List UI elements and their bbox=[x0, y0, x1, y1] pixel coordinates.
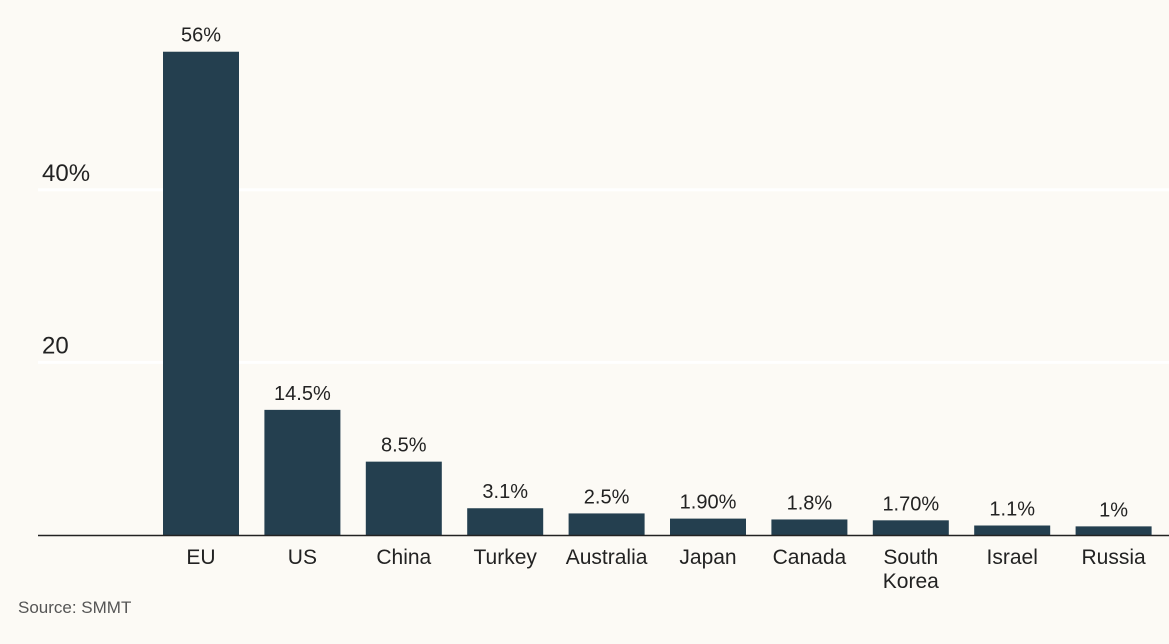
category-label-line: EU bbox=[186, 546, 215, 569]
category-labels: EU US China Turkey Australia Japan Canada South… bbox=[186, 546, 1146, 593]
category-label-line: Turkey bbox=[473, 546, 537, 569]
category-label: Japan bbox=[679, 546, 736, 569]
bar-value-label: 8.5% bbox=[381, 435, 427, 457]
category-label: EU bbox=[186, 546, 215, 569]
category-label-line: China bbox=[376, 546, 431, 569]
category-label: South Korea bbox=[883, 546, 939, 593]
bar-value-label: 1.1% bbox=[989, 499, 1035, 521]
bar-value-label: 56% bbox=[181, 25, 221, 47]
source-note: Source: SMMT bbox=[18, 598, 132, 617]
category-label-line: Russia bbox=[1081, 546, 1146, 569]
category-label: Canada bbox=[773, 546, 847, 569]
y-axis-ticks: 20 40% bbox=[42, 160, 90, 360]
bar-australia bbox=[568, 513, 645, 535]
bar-value-labels: 56% 14.5% 8.5% 3.1% 2.5% 1.90% 1.8% 1.70% 1.1% 1% bbox=[181, 25, 1128, 522]
bar-value-label: 1.90% bbox=[680, 492, 737, 514]
bar-russia bbox=[1075, 526, 1152, 535]
category-label-line: Israel bbox=[987, 546, 1038, 569]
bar-turkey bbox=[467, 508, 544, 535]
category-label: US bbox=[288, 546, 317, 569]
bar-japan bbox=[670, 518, 746, 535]
bar-value-label: 2.5% bbox=[584, 486, 630, 508]
category-label-line: Japan bbox=[679, 546, 736, 569]
bar-value-label: 14.5% bbox=[274, 383, 331, 405]
category-label-line: Korea bbox=[883, 570, 939, 593]
bar-south-korea bbox=[872, 520, 949, 535]
category-label: Russia bbox=[1081, 546, 1146, 569]
bar-value-label: 1.70% bbox=[882, 493, 939, 515]
category-label-line: Australia bbox=[566, 546, 648, 569]
category-label: Australia bbox=[566, 546, 648, 569]
bar-value-label: 1% bbox=[1099, 499, 1128, 521]
bar-canada bbox=[771, 519, 848, 535]
bar-eu bbox=[163, 51, 239, 535]
category-label-line: Canada bbox=[773, 546, 847, 569]
bar-us bbox=[264, 409, 341, 535]
bar-israel bbox=[974, 525, 1051, 535]
category-label: Turkey bbox=[473, 546, 537, 569]
bars bbox=[163, 51, 1152, 535]
y-tick-label: 40% bbox=[42, 160, 90, 187]
bar-value-label: 3.1% bbox=[482, 481, 528, 503]
category-label: Israel bbox=[987, 546, 1038, 569]
bar-china bbox=[365, 461, 442, 535]
category-label: China bbox=[376, 546, 431, 569]
category-label-line: South bbox=[883, 546, 938, 569]
bar-value-label: 1.8% bbox=[787, 492, 833, 514]
category-label-line: US bbox=[288, 546, 317, 569]
y-tick-label: 20 bbox=[42, 332, 69, 359]
